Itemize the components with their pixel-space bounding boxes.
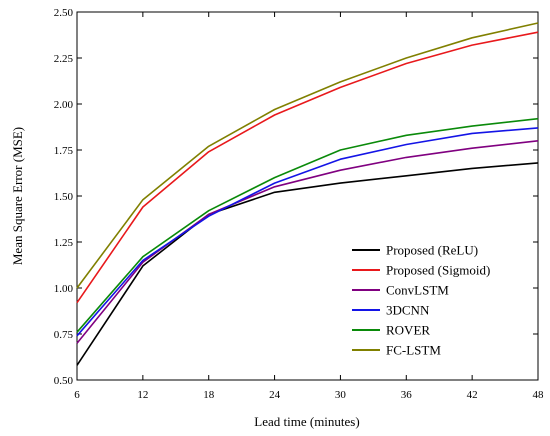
legend-label: 3DCNN — [386, 303, 430, 318]
series-line-proposed-sigmoid — [76, 31, 539, 304]
x-axis-ticks: 6 12 18 24 30 36 42 48 — [74, 12, 544, 401]
x-tick-label: 12 — [137, 389, 148, 401]
x-tick-label: 24 — [269, 389, 281, 401]
y-tick-label: 0.50 — [54, 375, 74, 387]
x-tick-label: 36 — [401, 389, 413, 401]
y-tick-label: 1.75 — [54, 145, 74, 157]
legend-label: Proposed (Sigmoid) — [386, 263, 490, 278]
y-tick-label: 1.00 — [54, 283, 74, 295]
series-line-fc-lstm — [76, 22, 539, 289]
x-tick-label: 18 — [203, 389, 215, 401]
y-tick-label: 2.00 — [54, 99, 74, 111]
legend-label: Proposed (ReLU) — [386, 243, 478, 258]
y-tick-label: 0.75 — [54, 329, 74, 341]
y-tick-label: 1.50 — [54, 191, 74, 203]
x-axis-title: Lead time (minutes) — [254, 414, 359, 429]
plot-frame — [76, 11, 539, 381]
series-line-proposed-relu — [76, 162, 539, 366]
x-tick-label: 30 — [335, 389, 347, 401]
y-axis-ticks: 0.50 0.75 1.00 1.25 1.50 1.75 2.00 2.25 2.50 — [54, 7, 538, 387]
legend-label: ROVER — [386, 323, 430, 338]
y-axis-title: Mean Square Error (MSE) — [10, 127, 25, 265]
series-line-3dcnn — [76, 127, 539, 337]
legend-label: ConvLSTM — [386, 283, 449, 298]
series-lines — [76, 22, 539, 366]
y-tick-label: 2.50 — [54, 7, 74, 19]
x-tick-label: 48 — [533, 389, 545, 401]
series-line-convlstm — [76, 140, 539, 344]
x-tick-label: 6 — [74, 389, 80, 401]
x-tick-label: 42 — [467, 389, 478, 401]
y-tick-label: 1.25 — [54, 237, 74, 249]
y-tick-label: 2.25 — [54, 53, 74, 65]
series-line-rover — [76, 117, 539, 333]
legend: Proposed (ReLU) Proposed (Sigmoid) ConvLST… — [352, 243, 490, 358]
legend-label: FC-LSTM — [386, 343, 441, 358]
